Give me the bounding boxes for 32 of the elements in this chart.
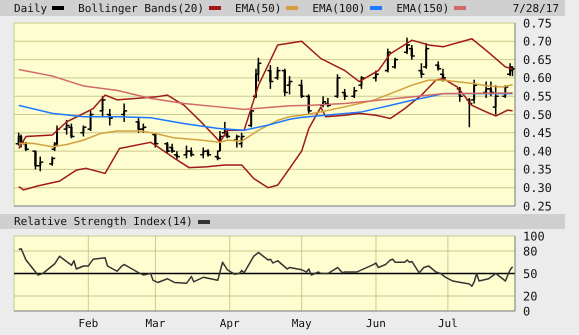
text: 7/28/17 <box>512 2 559 14</box>
x-tick-label: Mar <box>145 316 166 330</box>
y-tick-label: 0.45 <box>523 126 552 140</box>
y-tick-label: 0.70 <box>523 34 552 49</box>
x-tick-label: Jul <box>438 316 458 330</box>
y-tick-label: 20 <box>523 289 538 304</box>
y-tick-label: 0.25 <box>523 199 552 214</box>
legend-label: EMA(100) <box>312 2 366 14</box>
x-tick-label: Apr <box>220 316 240 330</box>
legend-label: Bollinger Bands(20) <box>78 2 204 14</box>
y-tick-label: 0.50 <box>523 108 552 122</box>
y-tick-label: 80 <box>523 244 538 258</box>
y-tick-label: 50 <box>523 266 538 281</box>
legend-label: EMA(150) <box>396 2 450 14</box>
legend-label: Relative Strength Index(14) <box>14 215 193 228</box>
y-tick-label: 0.40 <box>523 144 552 158</box>
x-tick-label: Jun <box>366 316 386 330</box>
y-tick-label: 0.60 <box>523 71 552 86</box>
line-series <box>18 92 514 131</box>
legend-label: Daily <box>14 2 48 14</box>
x-tick-label: Feb <box>78 316 98 330</box>
y-tick-label: 0.65 <box>523 52 552 67</box>
y-tick-label: 0.30 <box>523 180 552 195</box>
y-tick-label: 0 <box>523 304 530 318</box>
y-tick-label: 100 <box>523 229 545 244</box>
x-tick-label: May <box>292 316 312 330</box>
y-tick-label: 0.75 <box>523 16 552 30</box>
legend-label: EMA(50) <box>234 2 282 14</box>
y-tick-label: 0.55 <box>523 89 552 104</box>
line-series <box>18 68 514 110</box>
y-tick-label: 0.35 <box>523 162 552 177</box>
line-series <box>18 248 514 287</box>
